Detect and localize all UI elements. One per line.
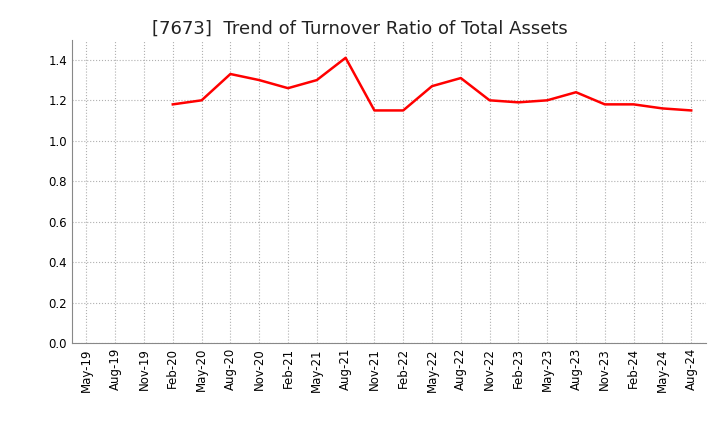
Text: [7673]  Trend of Turnover Ratio of Total Assets: [7673] Trend of Turnover Ratio of Total … [152,20,568,38]
